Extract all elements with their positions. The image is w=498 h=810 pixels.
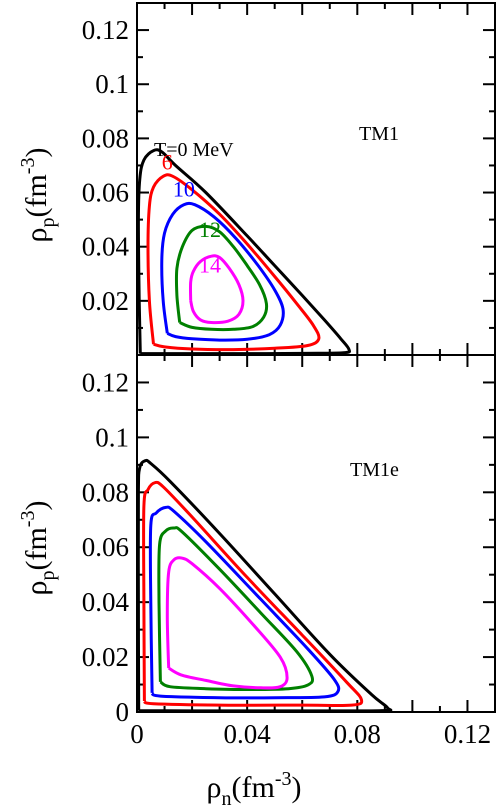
top-model-label: TM1 (359, 123, 399, 145)
top-ylabel-unit-close: ) (20, 148, 53, 158)
top-ticks: 0.02 0.04 0.06 0.08 0.1 0.12 (82, 2, 496, 356)
y-tick-label: 0.02 (82, 286, 129, 316)
curve-label: 12 (199, 217, 221, 242)
y-tick-label: 0.08 (82, 477, 129, 507)
curve-label: 14 (199, 253, 221, 278)
bottom-ylabel-unit-exp: -3 (17, 511, 39, 528)
xlabel-sub: n (221, 788, 231, 810)
y-tick-label: 0.12 (82, 15, 129, 45)
y-tick-label: 0.1 (95, 69, 129, 99)
top-ylabel-symbol: ρ (20, 228, 53, 243)
bottom-plot-frame (136, 354, 496, 713)
xlabel-symbol: ρ (207, 771, 222, 804)
curve-top-1 (146, 173, 321, 352)
temperature-annotation: T=0 MeV (154, 139, 234, 161)
x-axis-label: ρn(fm-3) (207, 768, 302, 810)
top-ylabel-unit-exp: -3 (17, 158, 39, 175)
curve-bot-1 (142, 480, 364, 707)
bottom-ylabel-symbol: ρ (20, 581, 53, 596)
bottom-ticks: 0 0.02 0.04 0.06 0.08 0.1 0.12 0 0.04 0.08 0.12 (82, 354, 496, 749)
top-ylabel-sub: p (37, 218, 59, 228)
top-y-axis-label: ρp(fm-3) (17, 148, 59, 243)
y-tick-label: 0.02 (82, 642, 129, 672)
curve-top-2 (160, 201, 285, 342)
bottom-y-axis-label: ρp(fm-3) (17, 501, 59, 596)
y-tick-label: 0.06 (82, 532, 129, 562)
x-tick-label: 0 (130, 719, 144, 749)
y-tick-label: 0.04 (82, 232, 130, 262)
x-tick-label: 0.04 (224, 719, 272, 749)
bottom-ylabel-sub: p (37, 571, 59, 581)
svg-text:ρn(fm-3): ρn(fm-3) (207, 768, 302, 810)
y-tick-label: 0.1 (95, 422, 129, 452)
bottom-ylabel-unit-open: (fm (20, 527, 53, 570)
xlabel-unit-open: (fm (231, 771, 274, 804)
curve-bot-0 (136, 458, 393, 713)
curve-top-4 (188, 254, 245, 325)
y-tick-label: 0.08 (82, 123, 129, 153)
bottom-model-label: TM1e (350, 459, 399, 481)
xlabel-unit-exp: -3 (275, 768, 292, 790)
x-tick-label: 0.12 (444, 719, 491, 749)
curve-label: 10 (173, 177, 195, 202)
svg-text:ρp(fm-3): ρp(fm-3) (17, 501, 59, 596)
y-tick-label: 0.06 (82, 178, 129, 208)
curve-bot-4 (165, 556, 289, 690)
bottom-curves (136, 458, 393, 713)
curve-top-0 (136, 148, 352, 356)
x-tick-label: 0.08 (334, 719, 381, 749)
curve-bot-3 (157, 526, 315, 691)
y-tick-label: 0.12 (82, 367, 129, 397)
top-curves (136, 148, 352, 356)
panel-bottom: 0 0.02 0.04 0.06 0.08 0.1 0.12 0 0.04 0.08 0.12 TM… (17, 354, 496, 810)
xlabel-unit-close: ) (291, 771, 301, 804)
svg-text:ρp(fm-3): ρp(fm-3) (17, 148, 59, 243)
bottom-ylabel-unit-close: ) (20, 501, 53, 511)
top-ylabel-unit-open: (fm (20, 174, 53, 217)
curve-label: 6 (162, 150, 173, 175)
y-tick-label: 0.04 (82, 587, 130, 617)
curve-top-3 (174, 224, 269, 332)
y-tick-label: 0 (116, 697, 130, 727)
curve-bot-2 (148, 505, 341, 700)
